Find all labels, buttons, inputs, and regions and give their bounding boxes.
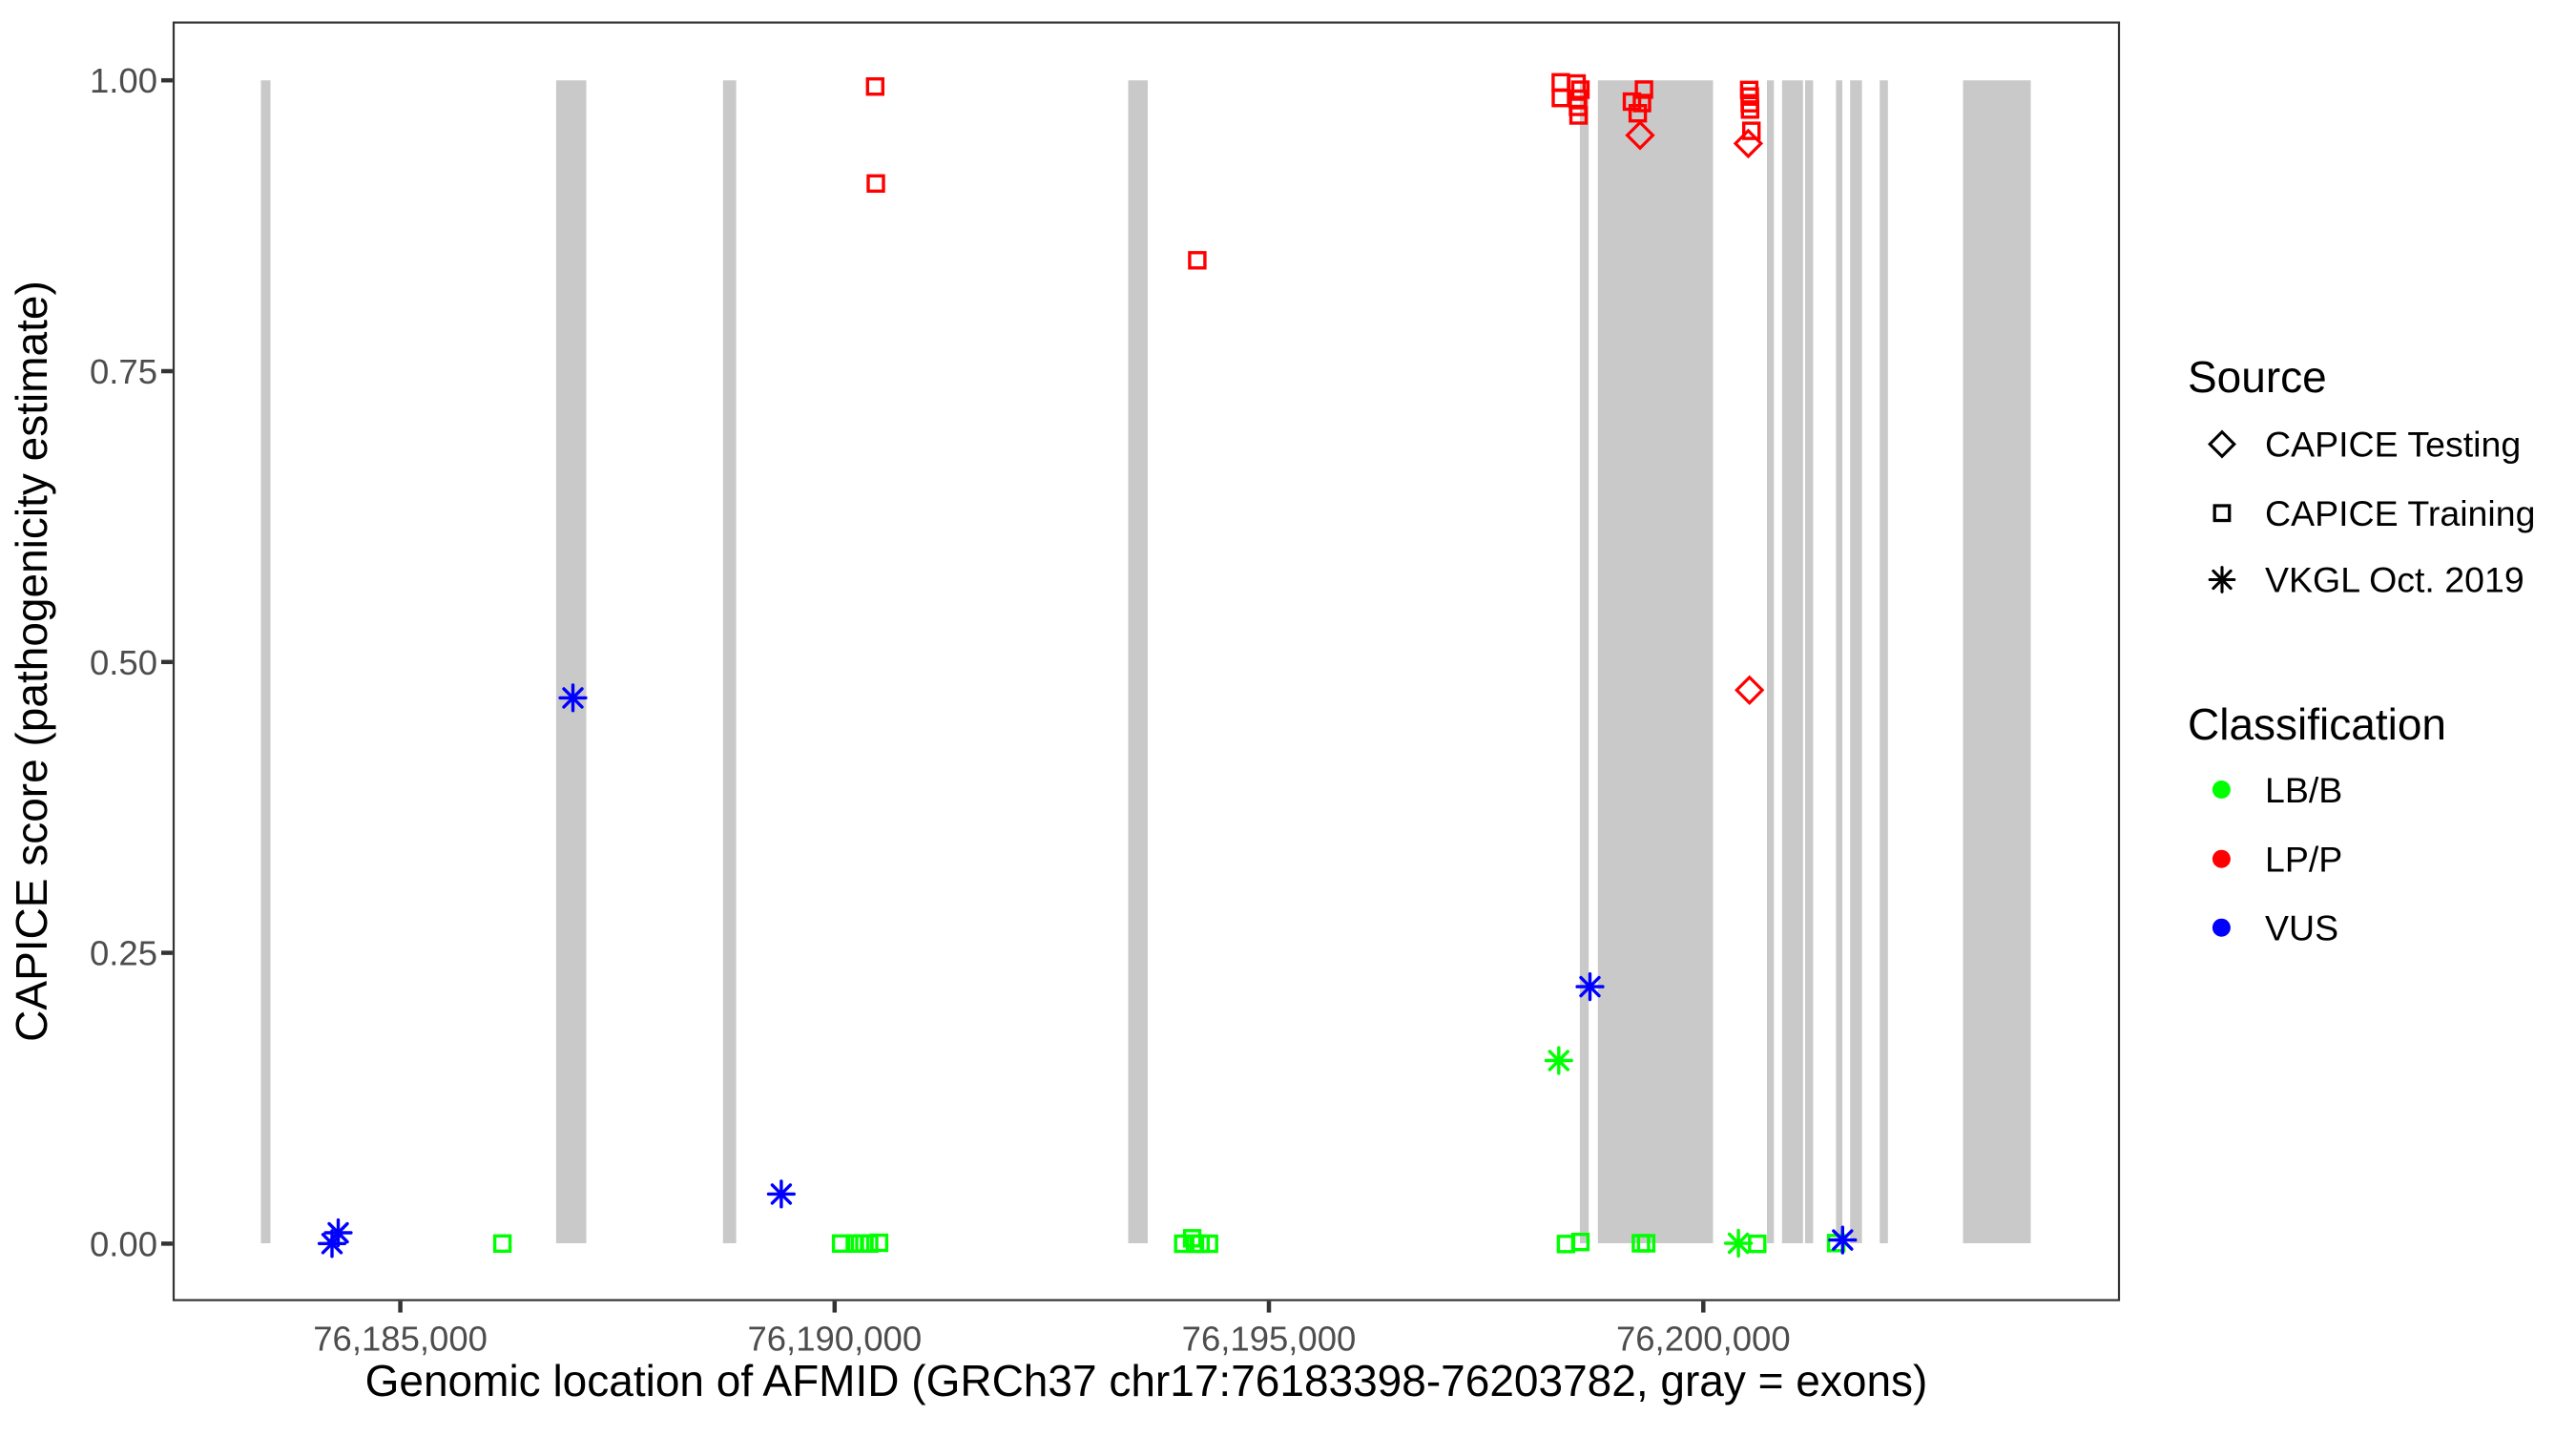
svg-text:76,200,000: 76,200,000 [1616, 1320, 1791, 1359]
svg-text:1.00: 1.00 [90, 61, 157, 100]
svg-text:Classification: Classification [2188, 699, 2446, 749]
svg-text:0.50: 0.50 [90, 643, 157, 682]
svg-text:0.25: 0.25 [90, 934, 157, 973]
svg-text:VUS: VUS [2265, 908, 2338, 948]
svg-text:76,195,000: 76,195,000 [1182, 1320, 1357, 1359]
svg-text:CAPICE Testing: CAPICE Testing [2265, 425, 2521, 465]
svg-text:Source: Source [2188, 352, 2327, 402]
svg-text:LP/P: LP/P [2265, 840, 2342, 880]
svg-text:0.75: 0.75 [90, 352, 157, 391]
svg-text:VKGL Oct. 2019: VKGL Oct. 2019 [2265, 560, 2524, 600]
svg-text:0.00: 0.00 [90, 1224, 157, 1263]
svg-text:76,190,000: 76,190,000 [747, 1320, 922, 1359]
svg-text:CAPICE score (pathogenicity es: CAPICE score (pathogenicity estimate) [7, 281, 56, 1042]
svg-text:LB/B: LB/B [2265, 770, 2342, 810]
svg-text:Genomic location of AFMID (GRC: Genomic location of AFMID (GRCh37 chr17:… [365, 1356, 1928, 1405]
svg-text:CAPICE Training: CAPICE Training [2265, 493, 2535, 533]
svg-text:76,185,000: 76,185,000 [313, 1320, 488, 1359]
